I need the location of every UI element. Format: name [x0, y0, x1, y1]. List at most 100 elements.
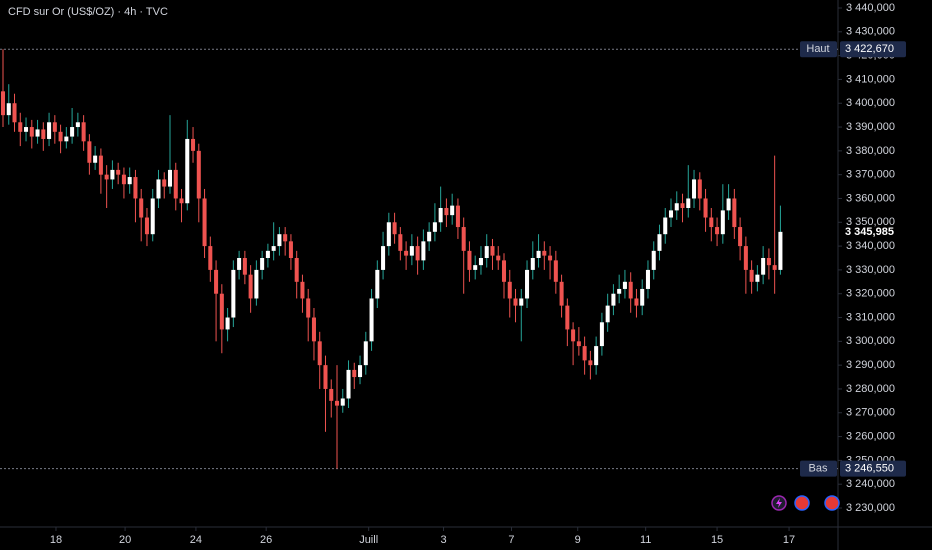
candle-body: [202, 198, 207, 247]
candle-body: [271, 246, 276, 251]
y-tick-label: 3 270,000: [846, 407, 895, 419]
candle-body: [64, 136, 69, 142]
candle-body: [525, 269, 530, 299]
candle-body: [536, 250, 541, 258]
y-tick-label: 3 390,000: [846, 121, 895, 133]
x-tick-label: Juill: [359, 534, 378, 546]
y-tick-label: 3 360,000: [846, 192, 895, 204]
candle-body: [461, 227, 466, 251]
candle-body: [726, 198, 731, 211]
candle-body: [530, 258, 535, 270]
y-tick-label: 3 280,000: [846, 383, 895, 395]
candle-body: [599, 322, 604, 347]
candle-body: [121, 174, 126, 185]
y-tick-label: 3 230,000: [846, 502, 895, 514]
candle-body: [663, 217, 668, 235]
reference-value-box: [840, 460, 906, 477]
candle-body: [519, 298, 524, 306]
candle-body: [254, 269, 259, 299]
candle-body: [139, 198, 144, 218]
candle-body: [334, 400, 340, 406]
candle-body: [657, 234, 662, 251]
y-tick-label: 3 330,000: [846, 264, 895, 276]
candle-body: [455, 205, 460, 228]
candle-body: [645, 269, 650, 289]
candle-body: [231, 269, 236, 318]
candle-body: [0, 91, 6, 116]
candle-body: [622, 281, 627, 289]
candle-body: [87, 141, 92, 163]
candle-body: [219, 293, 224, 330]
x-tick-label: 7: [508, 534, 514, 546]
candle-body: [214, 269, 219, 294]
candle-body: [605, 305, 610, 323]
candle-body: [501, 260, 507, 282]
candle-body: [680, 203, 685, 208]
candle-body: [133, 177, 138, 199]
candle-body: [6, 103, 11, 116]
x-tick-label: 24: [190, 534, 202, 546]
candle-body: [651, 250, 656, 270]
reference-name: Bas: [809, 463, 828, 475]
last-price-label: 3 345,985: [845, 226, 894, 238]
candle-body: [582, 346, 587, 361]
candle-body: [323, 365, 328, 389]
candle-body: [81, 122, 86, 142]
y-tick-label: 3 380,000: [846, 145, 895, 157]
candle-body: [358, 365, 363, 378]
candle-body: [156, 179, 161, 199]
candle-body: [242, 258, 247, 275]
candle-body: [12, 103, 17, 123]
candle-body: [70, 127, 75, 137]
candle-body: [438, 208, 443, 223]
candle-body: [697, 179, 702, 199]
candle-body: [559, 281, 564, 306]
candle-body: [352, 369, 357, 378]
candle-body: [761, 258, 766, 275]
candle-body: [594, 346, 599, 366]
candle-body: [375, 269, 380, 299]
x-tick-label: 18: [50, 534, 62, 546]
candle-body: [52, 122, 57, 132]
candle-body: [104, 174, 109, 180]
candle-body: [484, 246, 489, 258]
reference-name-box: [800, 41, 837, 58]
candle-body: [634, 298, 639, 306]
candle-body: [381, 246, 386, 270]
candle-body: [260, 258, 265, 270]
candle-body: [110, 169, 115, 180]
candle-body: [473, 265, 478, 270]
flag-icon[interactable]: [824, 495, 840, 511]
candle-body: [738, 227, 743, 247]
candle-body: [306, 298, 311, 318]
candle-body: [41, 129, 46, 139]
candle-body: [288, 241, 293, 258]
candle-body: [548, 255, 553, 261]
x-tick-label: 15: [711, 534, 723, 546]
candle-body: [720, 210, 725, 235]
candle-body: [478, 258, 483, 266]
candle-body: [490, 246, 495, 256]
candle-body: [565, 305, 570, 330]
indicator-icons[interactable]: [771, 495, 840, 511]
candle-body: [507, 281, 512, 299]
candle-body: [127, 177, 132, 185]
reference-name-box: [800, 460, 837, 477]
flag-icon[interactable]: [794, 495, 810, 511]
y-tick-label: 3 290,000: [846, 359, 895, 371]
candle-body: [778, 231, 783, 270]
candle-body: [715, 227, 720, 235]
y-tick-label: 3 370,000: [846, 169, 895, 181]
candle-body: [47, 122, 52, 139]
x-tick-label: 26: [260, 534, 272, 546]
candle-body: [363, 341, 368, 366]
candle-body: [225, 317, 230, 330]
candle-body: [173, 169, 178, 199]
candle-body: [248, 274, 253, 299]
candle-body: [277, 234, 282, 247]
candle-body: [611, 293, 616, 306]
x-tick-label: 3: [440, 534, 446, 546]
candle-body: [628, 281, 633, 299]
